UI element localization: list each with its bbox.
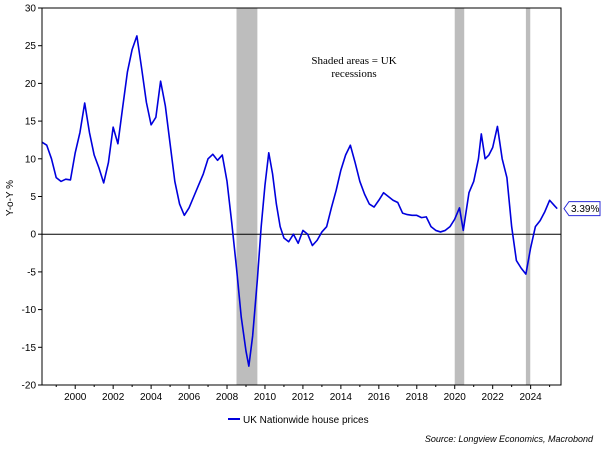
last-value-callout: 3.39% — [563, 201, 601, 217]
x-tick-label: 2022 — [482, 392, 505, 403]
x-tick-label: 2006 — [178, 392, 201, 403]
last-value-label: 3.39% — [571, 204, 599, 215]
legend: UK Nationwide house prices — [228, 415, 369, 426]
recession-annotation-line2: recessions — [331, 68, 376, 80]
y-tick-label: 10 — [25, 154, 37, 165]
recession-band-1 — [236, 8, 258, 385]
x-tick-label: 2008 — [216, 392, 239, 403]
x-tick-label: 2002 — [102, 392, 125, 403]
x-tick-label: 2024 — [520, 392, 543, 403]
recession-band-2 — [454, 8, 465, 385]
y-tick-label: -5 — [27, 267, 36, 278]
x-tick-label: 2018 — [406, 392, 429, 403]
y-tick-label: 15 — [25, 117, 37, 128]
x-tick-label: 2014 — [330, 392, 353, 403]
x-tick-label: 2012 — [292, 392, 315, 403]
source-note: Source: Longview Economics, Macrobond — [425, 434, 594, 444]
y-axis-title: Y-o-Y % — [5, 180, 16, 216]
x-axis: 2000 2002 2004 2006 2008 2010 2012 2014 2016 2018… — [55, 385, 551, 403]
y-tick-label: 0 — [30, 230, 36, 241]
recession-annotation-line1: Shaded areas = UK — [311, 55, 396, 67]
y-axis: -20 -15 -10 -5 0 5 10 15 20 25 30 — [22, 4, 42, 392]
legend-label: UK Nationwide house prices — [243, 415, 369, 426]
y-tick-label: -10 — [22, 305, 37, 316]
x-tick-label: 2000 — [64, 392, 87, 403]
series-lines — [41, 35, 558, 367]
y-tick-label: 5 — [30, 192, 36, 203]
y-tick-label: 25 — [25, 41, 37, 52]
y-tick-label: 30 — [25, 4, 37, 15]
x-tick-label: 2020 — [444, 392, 467, 403]
x-tick-label: 2010 — [254, 392, 277, 403]
x-tick-label: 2004 — [140, 392, 163, 403]
y-tick-label: -20 — [22, 381, 37, 392]
recession-bands — [236, 8, 531, 385]
x-tick-label: 2016 — [368, 392, 391, 403]
y-tick-label: 20 — [25, 79, 37, 90]
series-line-1 — [41, 35, 558, 367]
plot-frame — [41, 7, 562, 386]
y-tick-label: -15 — [22, 343, 37, 354]
last-value-callout-box — [563, 201, 601, 217]
recession-band-3 — [525, 8, 531, 385]
